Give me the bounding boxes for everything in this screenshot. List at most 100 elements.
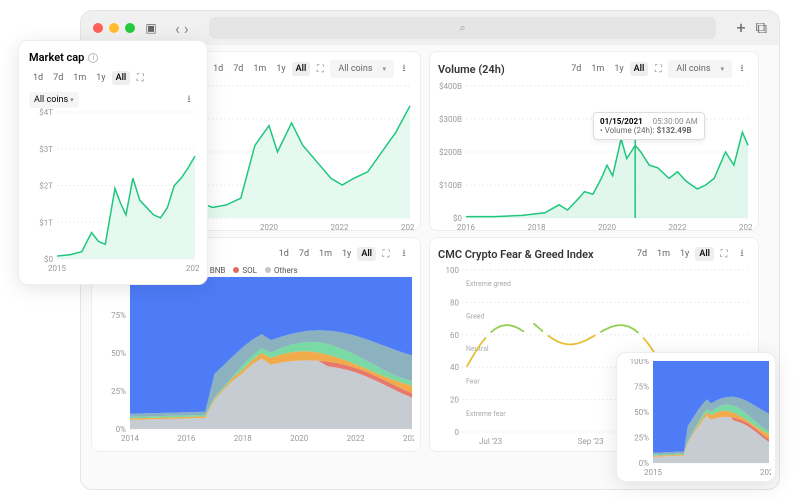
svg-text:2022: 2022	[669, 223, 687, 232]
svg-text:2024: 2024	[401, 223, 414, 232]
tab-1d[interactable]: 1d	[275, 247, 293, 261]
tab-1m[interactable]: 1m	[587, 62, 608, 76]
dominance-tabs: 1d 7d 1m 1y All ⛶ ⭳	[275, 246, 412, 262]
tab-1d[interactable]: 1d	[209, 62, 227, 76]
svg-text:$2T: $2T	[39, 182, 53, 191]
search-icon: ⌕	[459, 21, 465, 35]
svg-text:$4T: $4T	[39, 108, 53, 117]
tab-7d[interactable]: 7d	[295, 247, 313, 261]
svg-text:2015: 2015	[644, 468, 662, 477]
svg-text:100: 100	[446, 266, 460, 275]
download-icon[interactable]: ⭳	[181, 92, 197, 108]
browser-actions: + ⧉	[736, 18, 767, 38]
coins-dropdown[interactable]: All coins▾	[330, 60, 394, 78]
svg-text:$100B: $100B	[439, 181, 462, 190]
volume-tabs: 7d 1m 1y All ⛶ All coins▾ ⭳	[567, 60, 750, 78]
svg-text:0: 0	[455, 428, 460, 437]
tab-all[interactable]: All	[292, 62, 311, 76]
svg-text:2020: 2020	[290, 434, 308, 443]
download-icon[interactable]: ⭳	[734, 61, 750, 77]
minimize-window-button[interactable]	[109, 23, 119, 33]
tab-1y[interactable]: 1y	[676, 247, 693, 261]
svg-text:2024: 2024	[739, 223, 752, 232]
traffic-lights	[93, 23, 135, 33]
maximize-window-button[interactable]	[125, 23, 135, 33]
svg-text:Fear: Fear	[466, 377, 480, 385]
tab-1m[interactable]: 1m	[315, 247, 336, 261]
expand-icon[interactable]: ⛶	[716, 246, 732, 262]
svg-text:60: 60	[450, 331, 459, 340]
legend-item[interactable]: Others	[265, 266, 298, 275]
tab-1y[interactable]: 1y	[338, 247, 355, 261]
svg-text:0%: 0%	[116, 425, 126, 434]
svg-text:25%: 25%	[634, 434, 649, 443]
expand-icon[interactable]: ⛶	[312, 61, 328, 77]
svg-text:2014: 2014	[121, 434, 139, 443]
svg-text:Extreme fear: Extreme fear	[466, 410, 506, 418]
sidebar-toggle-icon[interactable]: ▣	[143, 20, 159, 36]
svg-text:40: 40	[450, 363, 459, 372]
new-tab-button[interactable]: +	[736, 18, 745, 38]
svg-text:$1T: $1T	[39, 218, 53, 227]
volume-title: Volume (24h)	[438, 63, 505, 76]
svg-text:2024: 2024	[403, 434, 414, 443]
download-icon[interactable]: ⭳	[734, 246, 750, 262]
expand-icon[interactable]: ⛶	[132, 70, 148, 86]
volume-card: Volume (24h) 7d 1m 1y All ⛶ All coins▾ ⭳…	[429, 51, 759, 231]
expand-icon[interactable]: ⛶	[650, 61, 666, 77]
coins-dropdown[interactable]: All coins▾	[29, 92, 79, 108]
tab-all[interactable]: All	[112, 71, 131, 85]
tab-1y[interactable]: 1y	[92, 71, 109, 85]
tab-1m[interactable]: 1m	[249, 62, 270, 76]
dominance-chart: 100%75%50%25%0%201420162018202020222024	[100, 275, 414, 443]
market-cap-float-tabs: 1d 7d 1m 1y All ⛶	[29, 70, 197, 86]
market-cap-inner-tabs: 1d 7d 1m 1y All ⛶ All coins▾ ⭳	[209, 60, 412, 78]
tab-1d[interactable]: 1d	[29, 71, 47, 85]
tab-7d[interactable]: 7d	[633, 247, 651, 261]
svg-text:$200B: $200B	[439, 148, 462, 157]
market-cap-float-title: Market capi	[29, 51, 197, 64]
dominance-float-chart: 100%75%50%25%0%20152020	[623, 359, 771, 477]
tab-1m[interactable]: 1m	[653, 247, 674, 261]
tab-all[interactable]: All	[357, 247, 376, 261]
info-icon[interactable]: i	[88, 53, 98, 63]
forward-button[interactable]: ›	[184, 19, 189, 38]
svg-text:50%: 50%	[111, 349, 126, 358]
svg-text:75%: 75%	[634, 383, 649, 392]
svg-text:2020: 2020	[260, 223, 278, 232]
tab-1y[interactable]: 1y	[610, 62, 627, 76]
tab-all[interactable]: All	[630, 62, 649, 76]
svg-text:2022: 2022	[331, 223, 349, 232]
download-icon[interactable]: ⭳	[396, 61, 412, 77]
svg-text:Greed: Greed	[466, 313, 484, 321]
svg-text:Jul '23: Jul '23	[479, 437, 502, 446]
svg-text:25%: 25%	[111, 387, 126, 396]
svg-text:2020: 2020	[186, 264, 199, 273]
svg-text:75%: 75%	[111, 311, 126, 320]
tab-1y[interactable]: 1y	[272, 62, 289, 76]
tab-1m[interactable]: 1m	[69, 71, 90, 85]
tab-7d[interactable]: 7d	[49, 71, 67, 85]
coins-dropdown[interactable]: All coins▾	[668, 60, 732, 78]
svg-text:50%: 50%	[634, 408, 649, 417]
svg-text:2022: 2022	[347, 434, 365, 443]
expand-icon[interactable]: ⛶	[378, 246, 394, 262]
tab-7d[interactable]: 7d	[567, 62, 585, 76]
svg-text:2018: 2018	[528, 223, 546, 232]
legend-item[interactable]: SOL	[233, 266, 257, 275]
svg-text:2020: 2020	[598, 223, 616, 232]
back-button[interactable]: ‹	[175, 19, 180, 38]
close-window-button[interactable]	[93, 23, 103, 33]
svg-text:2018: 2018	[234, 434, 252, 443]
svg-text:100%: 100%	[630, 359, 649, 366]
tabs-button[interactable]: ⧉	[756, 18, 767, 38]
volume-tooltip: 01/15/202105:30:00 AM • Volume (24h): $1…	[593, 112, 705, 140]
fear-greed-title: CMC Crypto Fear & Greed Index	[438, 248, 594, 261]
svg-text:$0: $0	[453, 214, 462, 223]
tab-7d[interactable]: 7d	[229, 62, 247, 76]
svg-text:2015: 2015	[48, 264, 66, 273]
svg-text:20: 20	[450, 396, 459, 405]
tab-all[interactable]: All	[695, 247, 714, 261]
download-icon[interactable]: ⭳	[396, 246, 412, 262]
url-bar[interactable]: ⌕	[209, 17, 717, 39]
